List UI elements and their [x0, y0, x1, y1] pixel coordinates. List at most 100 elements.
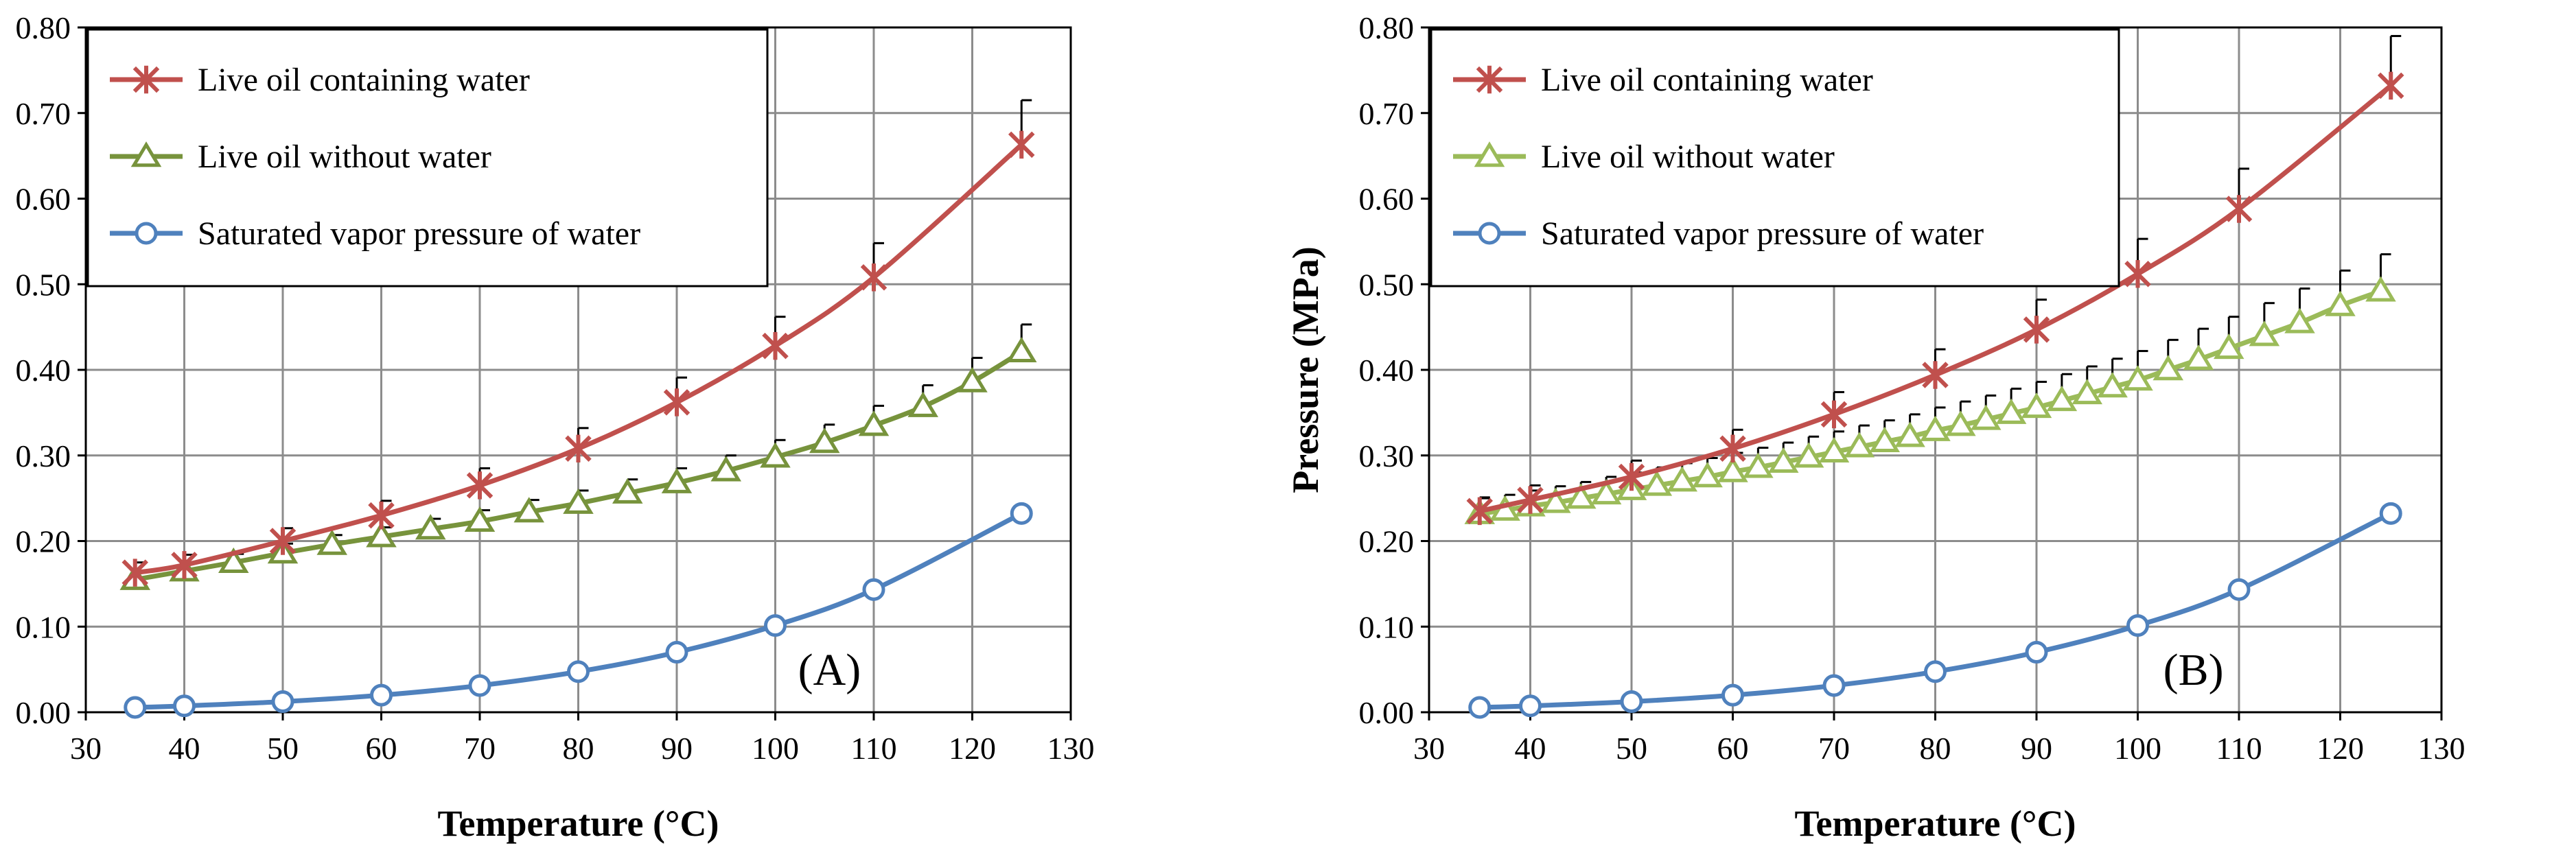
- data-point: [661, 467, 693, 493]
- legend-entry: Live oil without water: [198, 139, 491, 175]
- y-axis-label: Pressure (MPa): [1285, 246, 1326, 493]
- series-x-star: [1466, 34, 2404, 526]
- series-line: [135, 143, 1023, 576]
- data-point: [862, 578, 885, 601]
- x-tick-label: 100: [752, 731, 799, 766]
- data-point: [2153, 355, 2184, 381]
- x-tick-label: 110: [2216, 731, 2262, 766]
- y-tick-label: 0.50: [1359, 267, 1415, 302]
- data-point: [2126, 614, 2149, 637]
- data-point: [370, 683, 393, 707]
- chart-panel-2: 30 40 50 60 70 80 90 100 110 120 130 0.00 0.10 0.20 0.…: [1285, 10, 2465, 844]
- y-tick-label: 0.70: [16, 96, 71, 131]
- data-point: [710, 456, 742, 482]
- data-point: [1743, 452, 1774, 478]
- data-point: [1006, 336, 1037, 363]
- data-point: [612, 478, 643, 504]
- data-point: [2284, 307, 2315, 333]
- x-tick-label: 40: [1515, 731, 1546, 766]
- x-tick-label: 80: [563, 731, 594, 766]
- data-point: [760, 442, 791, 468]
- legend-swatch-marker: [132, 65, 160, 94]
- series-line: [1479, 288, 2382, 517]
- data-point: [464, 506, 496, 532]
- x-tick-label: 70: [464, 731, 496, 766]
- data-point: [466, 471, 494, 500]
- data-point: [1667, 466, 1698, 492]
- legend-entry: Live oil containing water: [198, 62, 530, 98]
- data-point: [1924, 660, 1947, 683]
- data-point: [957, 366, 988, 392]
- legend: Live oil containing water Live oil withou…: [1430, 28, 2120, 288]
- x-tick-label: 110: [850, 731, 896, 766]
- x-tick-label: 60: [1717, 731, 1749, 766]
- y-tick-label: 0.60: [16, 182, 71, 217]
- x-tick-label: 80: [1920, 731, 1951, 766]
- x-tick-label: 100: [2114, 731, 2161, 766]
- series-line: [1479, 511, 2392, 710]
- data-point: [1565, 483, 1597, 509]
- data-point: [1641, 470, 1673, 496]
- data-point: [663, 388, 691, 417]
- y-tick-label: 0.40: [1359, 353, 1415, 388]
- data-point: [1719, 434, 1746, 463]
- data-point: [1970, 404, 2001, 430]
- x-tick-label: 70: [1818, 731, 1850, 766]
- data-point: [2097, 372, 2128, 398]
- y-tick-label: 0.30: [1359, 438, 1415, 473]
- data-point: [2378, 71, 2404, 100]
- data-point: [1869, 426, 1901, 453]
- y-tick-label: 0.20: [1359, 524, 1415, 559]
- data-point: [1820, 400, 1848, 429]
- data-point: [665, 641, 688, 664]
- x-tick-label: 60: [366, 731, 397, 766]
- data-point: [1767, 447, 1799, 473]
- x-tick-label: 120: [949, 731, 996, 766]
- data-point: [2325, 290, 2356, 316]
- y-tick-label: 0.70: [1359, 96, 1415, 131]
- data-point: [1517, 486, 1544, 514]
- legend-swatch-marker: [1474, 141, 1505, 167]
- data-point: [2072, 379, 2103, 405]
- data-point: [1008, 130, 1035, 159]
- data-point: [1618, 462, 1645, 491]
- data-point: [1717, 456, 1748, 482]
- y-tick-label: 0.10: [1359, 609, 1415, 644]
- data-point: [809, 427, 840, 454]
- y-tick-label: 0.10: [16, 609, 71, 644]
- y-tick-label: 0.50: [16, 267, 71, 302]
- series-circle: [124, 502, 1033, 719]
- data-point: [2021, 392, 2052, 419]
- legend-swatch-marker: [135, 222, 158, 245]
- data-point: [858, 410, 890, 436]
- data-point: [1945, 410, 1976, 436]
- x-tick-label: 130: [1047, 731, 1095, 766]
- y-tick-label: 0.00: [16, 695, 71, 730]
- data-point: [1620, 690, 1643, 714]
- legend-box: [1430, 28, 2120, 288]
- legend-entry: Live oil containing water: [1541, 62, 1873, 98]
- legend-swatch-marker: [1478, 222, 1501, 245]
- data-point: [1818, 436, 1850, 463]
- data-point: [907, 391, 939, 417]
- data-point: [513, 497, 545, 523]
- legend-swatch-marker: [1476, 65, 1503, 94]
- data-point: [1540, 487, 1571, 513]
- data-point: [124, 696, 147, 719]
- x-tick-label: 40: [169, 731, 200, 766]
- y-tick-label: 0.60: [1359, 182, 1415, 217]
- data-point: [1920, 415, 1951, 441]
- data-point: [1010, 502, 1033, 525]
- chart-panel-1: 30 40 50 60 70 80 90 100 110 120 130 0.00 0.10 0.20 0.…: [16, 10, 1095, 844]
- data-point: [2046, 386, 2078, 412]
- legend-entry: Saturated vapor pressure of water: [1541, 215, 1984, 252]
- x-tick-label: 30: [70, 731, 102, 766]
- data-point: [173, 694, 196, 718]
- data-point: [1466, 497, 1493, 526]
- data-point: [121, 559, 148, 587]
- y-tick-label: 0.20: [16, 524, 71, 559]
- data-point: [860, 263, 887, 292]
- data-point: [565, 434, 592, 463]
- data-point: [1692, 462, 1723, 488]
